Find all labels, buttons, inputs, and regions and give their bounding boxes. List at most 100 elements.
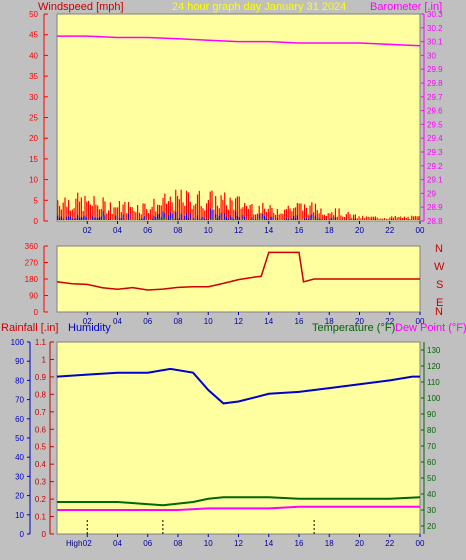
- temperature-tick-label: 110: [427, 378, 440, 387]
- direction-label-w: W: [434, 261, 445, 273]
- x-tick-label: 18: [325, 317, 334, 326]
- x-tick-label: 12: [234, 539, 243, 548]
- x-tick-label: 14: [264, 539, 273, 548]
- rainfall-tick-label: 0: [42, 530, 47, 539]
- dewpoint-axis-title: Dew Point (°F): [395, 322, 466, 334]
- x-tick-label: 16: [295, 539, 304, 548]
- windspeed-tick-label: 20: [29, 134, 38, 143]
- x-tick-label: 00: [416, 317, 425, 326]
- humidity-tick-label: 50: [15, 434, 24, 443]
- temperature-line: [57, 496, 421, 507]
- direction-label-e: E: [436, 297, 443, 309]
- wind-barometer-panel: 0 5 10 15 20 25 30 35 40 45 50 28.8 28.9 29 29.1 29.2 29…: [29, 10, 443, 235]
- x-tick-label: 20: [355, 317, 364, 326]
- x-tick-label: 16: [295, 226, 304, 235]
- barometer-tick-label: 29.5: [427, 120, 443, 129]
- direction-tick-label: 180: [25, 275, 39, 284]
- x-tick-label: 04: [113, 317, 122, 326]
- direction-tick-label: 270: [25, 259, 39, 268]
- barometer-tick-label: 30.3: [427, 10, 443, 19]
- windspeed-tick-label: 10: [29, 176, 38, 185]
- x-tick-label: 00: [416, 539, 425, 548]
- direction-label-n-bottom: N: [435, 306, 443, 318]
- x-tick-label: 10: [204, 539, 213, 548]
- temperature-tick-label: 60: [427, 458, 436, 467]
- high-marker-label: High: [66, 539, 82, 548]
- x-tick-label: 16: [295, 317, 304, 326]
- barometer-tick-label: 28.9: [427, 203, 443, 212]
- x-tick-label: 00: [416, 226, 425, 235]
- x-tick-label: 08: [174, 226, 183, 235]
- barometer-tick-label: 29.2: [427, 162, 443, 171]
- x-tick-label: 02: [83, 317, 92, 326]
- barometer-tick-label: 29.1: [427, 176, 443, 185]
- chart-title: 24 hour graph day January 31 2024: [172, 1, 346, 13]
- rainfall-tick-label: 0.8: [35, 390, 47, 399]
- barometer-tick-label: 29.9: [427, 65, 443, 74]
- temperature-tick-label: 90: [427, 410, 436, 419]
- direction-tick-label: 90: [29, 292, 38, 301]
- barometer-tick-label: 29.6: [427, 107, 443, 116]
- x-tick-label: 18: [325, 226, 334, 235]
- windspeed-tick-label: 40: [29, 51, 38, 60]
- x-tick-label: 14: [264, 317, 273, 326]
- barometer-tick-label: 29.8: [427, 79, 443, 88]
- barometer-tick-label: 30.2: [427, 24, 443, 33]
- rainfall-tick-label: 0.6: [35, 425, 47, 434]
- humidity-tick-label: 70: [15, 396, 24, 405]
- plot-area: [56, 341, 421, 535]
- barometer-tick-label: 29.3: [427, 148, 443, 157]
- rainfall-tick-label: 0.3: [35, 478, 47, 487]
- x-tick-label: 22: [385, 539, 394, 548]
- barometer-tick-label: 29: [427, 189, 436, 198]
- humidity-tick-label: 90: [15, 357, 24, 366]
- direction-line: [56, 251, 420, 291]
- wind-direction-panel: 0 90 180 270 360 02 04 06 08 10 12 14 16 18 20 22 00: [25, 242, 425, 326]
- x-tick-label: 06: [143, 539, 152, 548]
- windspeed-tick-label: 50: [29, 10, 38, 19]
- temperature-tick-label: 50: [427, 474, 436, 483]
- rainfall-tick-label: 0.1: [35, 513, 47, 522]
- humidity-line: [56, 367, 420, 405]
- x-tick-label: 12: [234, 317, 243, 326]
- x-tick-label: 20: [355, 226, 364, 235]
- rainfall-tick-label: 0.9: [35, 373, 47, 382]
- x-tick-label: 04: [113, 226, 122, 235]
- windspeed-tick-label: 35: [29, 72, 38, 81]
- temperature-axis-title: Temperature (°F): [312, 322, 395, 334]
- direction-label-n-top: N: [435, 243, 443, 255]
- x-tick-label: 22: [385, 317, 394, 326]
- temperature-tick-label: 70: [427, 442, 436, 451]
- dewpoint-line: [57, 505, 420, 511]
- barometer-line: [57, 35, 421, 47]
- x-tick-label: 14: [264, 226, 273, 235]
- x-tick-label: 10: [204, 226, 213, 235]
- windspeed-tick-label: 30: [29, 93, 38, 102]
- wind-series: [57, 189, 420, 221]
- x-tick-label: 20: [355, 539, 364, 548]
- temperature-tick-label: 130: [427, 346, 441, 355]
- temperature-tick-label: 20: [427, 522, 436, 531]
- rainfall-tick-label: 1: [42, 355, 47, 364]
- humidity-axis-title: Humidity: [68, 322, 111, 334]
- barometer-tick-label: 29.4: [427, 134, 443, 143]
- rainfall-tick-label: 0.5: [35, 443, 47, 452]
- barometer-tick-label: 28.8: [427, 217, 443, 226]
- x-tick-label: 06: [143, 317, 152, 326]
- temperature-tick-label: 40: [427, 490, 436, 499]
- rain-humidity-temperature-panel: 010203040506070809010000.10.20.30.40.50.…: [11, 338, 441, 548]
- rainfall-tick-label: 0.4: [35, 460, 47, 469]
- humidity-tick-label: 80: [15, 376, 24, 385]
- windspeed-tick-label: 15: [29, 155, 38, 164]
- x-tick-label: 04: [113, 539, 122, 548]
- temperature-tick-label: 30: [427, 506, 436, 515]
- direction-tick-label: 0: [34, 308, 39, 317]
- x-tick-label: 12: [234, 226, 243, 235]
- x-tick-label: 02: [83, 226, 92, 235]
- x-tick-label: 08: [174, 539, 183, 548]
- windspeed-tick-label: 0: [34, 217, 39, 226]
- humidity-tick-label: 40: [15, 453, 24, 462]
- x-tick-label: 10: [204, 317, 213, 326]
